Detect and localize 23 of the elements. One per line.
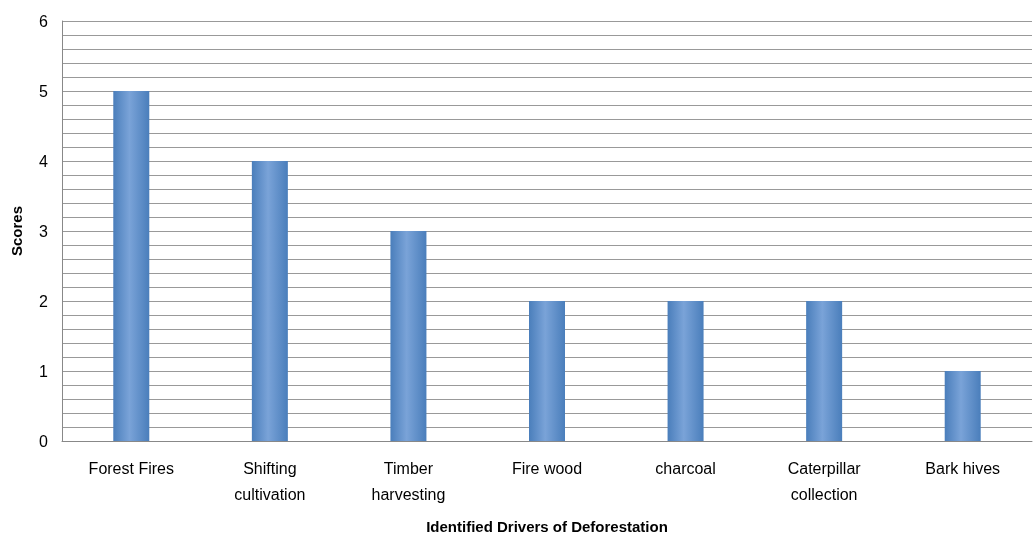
y-tick-label: 3 <box>39 222 49 240</box>
x-axis-title: Identified Drivers of Deforestation <box>426 518 668 535</box>
y-tick-label: 5 <box>39 82 49 100</box>
x-tick-label: Shifting cultivation <box>234 459 306 503</box>
bar <box>944 371 981 441</box>
y-axis-title: Scores <box>8 205 25 257</box>
y-tick-label: 2 <box>39 292 49 310</box>
y-tick-label: 6 <box>39 12 49 30</box>
bar <box>251 161 288 441</box>
x-tick-label: Forest Fires <box>88 459 174 477</box>
x-tick-label: Caterpillar collection <box>787 459 862 503</box>
bar <box>529 301 565 441</box>
bar <box>113 91 150 441</box>
bar <box>667 301 704 441</box>
x-tick-label: Timber harvesting <box>371 459 446 503</box>
y-tick-label: 0 <box>39 432 49 450</box>
bar <box>390 231 427 441</box>
x-tick-label: Bark hives <box>925 459 1001 477</box>
y-tick-label: 1 <box>39 362 49 380</box>
x-tick-label: Fire wood <box>511 459 583 477</box>
y-tick-label: 4 <box>39 152 49 170</box>
bar <box>806 301 843 441</box>
x-tick-label: charcoal <box>655 459 716 477</box>
